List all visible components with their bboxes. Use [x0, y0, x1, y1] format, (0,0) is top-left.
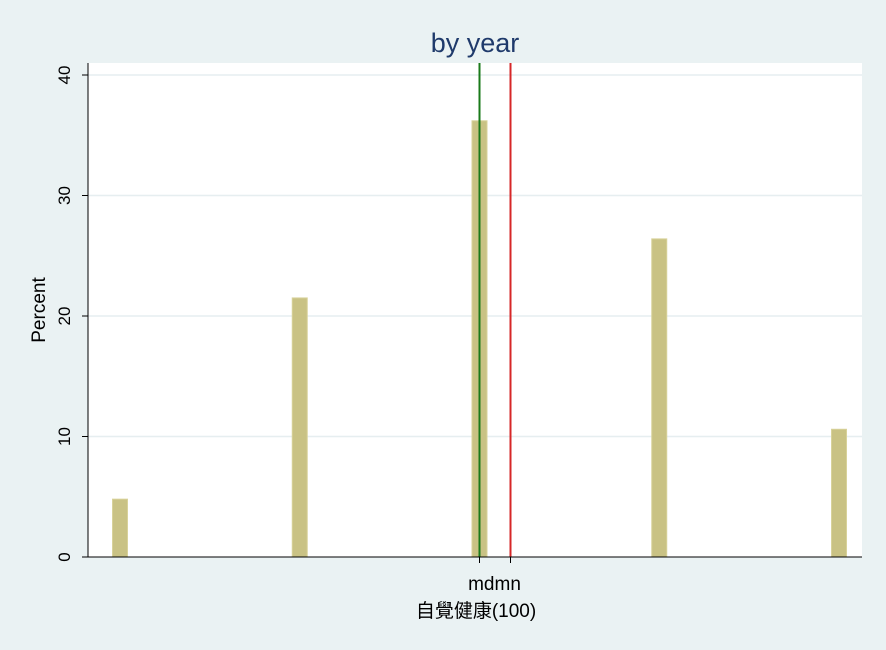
y-tick-label: 0: [55, 552, 74, 561]
y-axis-label: Percent: [29, 277, 50, 343]
chart-title: by year: [431, 28, 520, 58]
x-ticks: md mn: [468, 557, 521, 595]
bar: [651, 238, 668, 558]
x-axis-label: 自覺健康(100): [416, 600, 536, 622]
x-tick-label-mn: mn: [495, 574, 521, 595]
bar: [112, 498, 128, 558]
bar: [831, 428, 847, 558]
reference-lines: [478, 63, 512, 557]
axes: [87, 63, 862, 558]
x-tick-label-md: md: [468, 574, 494, 595]
y-tick-label: 40: [55, 66, 74, 85]
y-tick-label: 10: [55, 427, 74, 446]
y-tick-label: 30: [55, 186, 74, 205]
bar: [291, 297, 308, 558]
y-tick-label: 20: [55, 307, 74, 326]
y-ticks: 0 10 20 30 40: [55, 66, 88, 562]
